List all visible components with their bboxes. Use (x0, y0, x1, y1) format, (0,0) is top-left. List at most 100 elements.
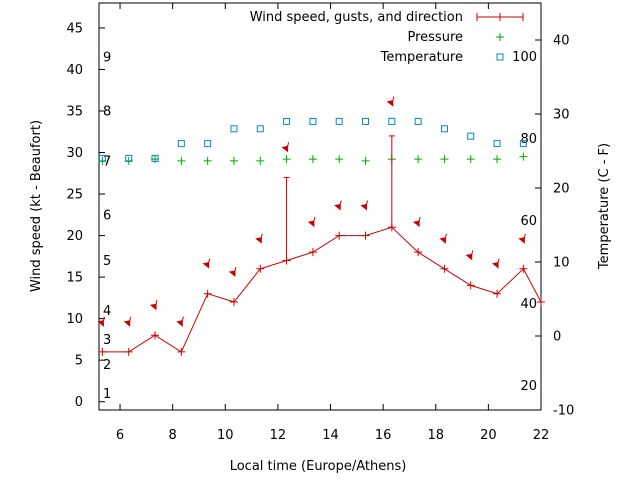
temperature-point (309, 117, 317, 125)
arrow-head (123, 320, 131, 327)
temperature-point (362, 117, 370, 125)
y-tick-label: 30 (66, 146, 83, 161)
wind-speed-point (361, 231, 370, 240)
pressure-series (98, 152, 528, 165)
wind-speed-point (519, 264, 528, 273)
y2-tick-label: 0 (553, 330, 561, 345)
wind-speed-point (466, 281, 475, 290)
legend-label-wind: Wind speed, gusts, and direction (250, 10, 463, 25)
x-tick-label: 8 (169, 428, 177, 443)
wind-direction-arrow (439, 233, 447, 244)
arrow-head (281, 145, 289, 153)
wind-direction-arrow (412, 216, 421, 228)
arrow-head (386, 100, 394, 107)
pressure-point (361, 156, 370, 165)
y-tick-label: 0 (75, 395, 83, 410)
wind-speed-point (98, 347, 107, 356)
y-tick-label: 45 (66, 21, 83, 36)
wind-direction-arrow (465, 250, 474, 261)
beaufort-label: 4 (103, 304, 111, 319)
temperature-point (414, 117, 422, 125)
pressure-point (519, 152, 528, 161)
wind-direction-arrow (518, 233, 526, 244)
beaufort-label: 5 (103, 254, 111, 269)
arrow-head (202, 262, 210, 269)
arrow-head (97, 320, 104, 327)
wind-speed-point (308, 248, 317, 257)
wind-direction-series (97, 96, 526, 327)
pressure-point (440, 155, 449, 164)
x-tick-label: 14 (322, 428, 339, 443)
x-tick-label: 12 (270, 428, 287, 443)
gust-series (283, 135, 395, 261)
temperature-point (256, 125, 264, 133)
pressure-point (229, 156, 238, 165)
fahrenheit-label: 100 (512, 50, 537, 65)
x-tick-label: 22 (533, 428, 550, 443)
arrow-head (307, 220, 315, 228)
temperature-point (283, 117, 291, 125)
x-axis-title: Local time (Europe/Athens) (230, 459, 407, 474)
y2-tick-label: 30 (553, 108, 570, 123)
fahrenheit-label: 60 (520, 214, 537, 229)
beaufort-label: 1 (103, 387, 111, 402)
wind-direction-arrow (176, 316, 184, 327)
temperature-point (440, 125, 448, 133)
beaufort-label: 7 (103, 154, 111, 169)
wind-direction-arrow (307, 216, 316, 228)
beaufort-label: 6 (103, 208, 111, 223)
wind-speed-series (98, 223, 545, 356)
wind-speed-point (440, 264, 449, 273)
y-tick-label: 5 (75, 354, 83, 369)
legend-key-pressure (496, 33, 504, 41)
temperature-point (493, 140, 501, 148)
temperature-point (98, 154, 106, 162)
wind-speed-point (151, 331, 160, 340)
y-tick-label: 20 (66, 229, 83, 244)
wind-speed-point (177, 347, 186, 356)
y-tick-label: 35 (66, 104, 83, 119)
legend-key-temperature (496, 53, 504, 61)
axis-ticks (99, 3, 542, 411)
temperature-point (204, 140, 212, 148)
arrow-head (518, 237, 525, 244)
wind-direction-arrow (281, 142, 290, 153)
arrow-head (176, 320, 183, 327)
pressure-point (177, 156, 186, 165)
temperature-point (230, 125, 238, 133)
y-tick-label: 25 (66, 188, 83, 203)
fahrenheit-labels: 20 40 60 80 100 (512, 50, 537, 394)
wind-speed-point (493, 289, 502, 298)
wind-direction-arrow (97, 316, 105, 327)
arrow-head (465, 253, 473, 261)
beaufort-label: 9 (103, 50, 111, 65)
wind-direction-arrow (491, 258, 500, 269)
y2-tick-label: 10 (553, 256, 570, 271)
arrow-head (412, 220, 420, 228)
wind-direction-arrow (334, 200, 342, 211)
arrow-head (491, 262, 499, 269)
pressure-point (308, 155, 317, 164)
y-tick-label: 10 (66, 312, 83, 327)
temperature-point (125, 154, 133, 162)
beaufort-label: 8 (103, 104, 111, 119)
wind-direction-arrow (255, 233, 263, 244)
fahrenheit-label: 20 (520, 379, 537, 394)
wind-speed-point (229, 298, 238, 307)
wind-speed-point (282, 256, 291, 265)
x-tick-label: 18 (427, 428, 444, 443)
pressure-point (493, 155, 502, 164)
arrow-head (149, 303, 157, 311)
x-tick-label: 16 (375, 428, 392, 443)
fahrenheit-label: 80 (520, 132, 537, 147)
wind-direction-arrow (228, 266, 237, 277)
temperature-point (388, 117, 396, 125)
temperature-point (151, 154, 159, 162)
x-tick-label: 10 (217, 428, 234, 443)
wind-speed-point (335, 231, 344, 240)
arrow-head (334, 203, 341, 211)
temperature-point (519, 140, 527, 148)
y2-tick-labels: -10 0 10 20 30 40 (553, 34, 574, 419)
arrow-head (439, 237, 446, 244)
